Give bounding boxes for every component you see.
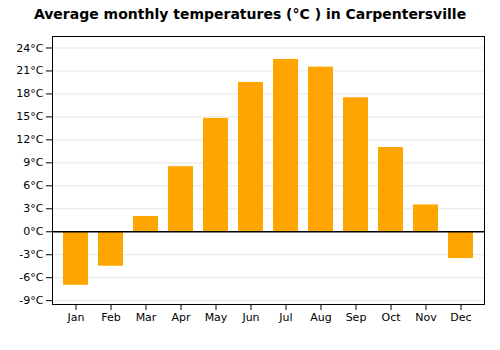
svg-text:Apr: Apr (171, 311, 191, 324)
svg-text:3°C: 3°C (23, 202, 43, 215)
svg-text:12°C: 12°C (16, 133, 43, 146)
svg-text:9°C: 9°C (23, 156, 43, 169)
svg-text:Jun: Jun (241, 311, 259, 324)
svg-text:6°C: 6°C (23, 179, 43, 192)
svg-text:Aug: Aug (310, 311, 331, 324)
svg-text:Jan: Jan (67, 311, 85, 324)
svg-text:15°C: 15°C (16, 110, 43, 123)
svg-text:May: May (205, 311, 228, 324)
svg-text:-3°C: -3°C (19, 248, 43, 261)
svg-text:18°C: 18°C (16, 87, 43, 100)
svg-text:-9°C: -9°C (19, 294, 43, 307)
html-text:Average monthly temperatures (: Average monthly temperatures (°C ) in Ca… (33, 6, 467, 22)
svg-text:Mar: Mar (136, 311, 157, 324)
svg-text:Oct: Oct (381, 311, 401, 324)
svg-text:0°C: 0°C (23, 225, 43, 238)
svg-text:Nov: Nov (415, 311, 437, 324)
svg-text:21°C: 21°C (16, 64, 43, 77)
svg-text:24°C: 24°C (16, 42, 43, 55)
svg-text:Dec: Dec (450, 311, 471, 324)
svg-text:-6°C: -6°C (19, 271, 43, 284)
svg-text:Jul: Jul (278, 311, 292, 324)
svg-text:Feb: Feb (101, 311, 120, 324)
svg-text:Sep: Sep (346, 311, 367, 324)
